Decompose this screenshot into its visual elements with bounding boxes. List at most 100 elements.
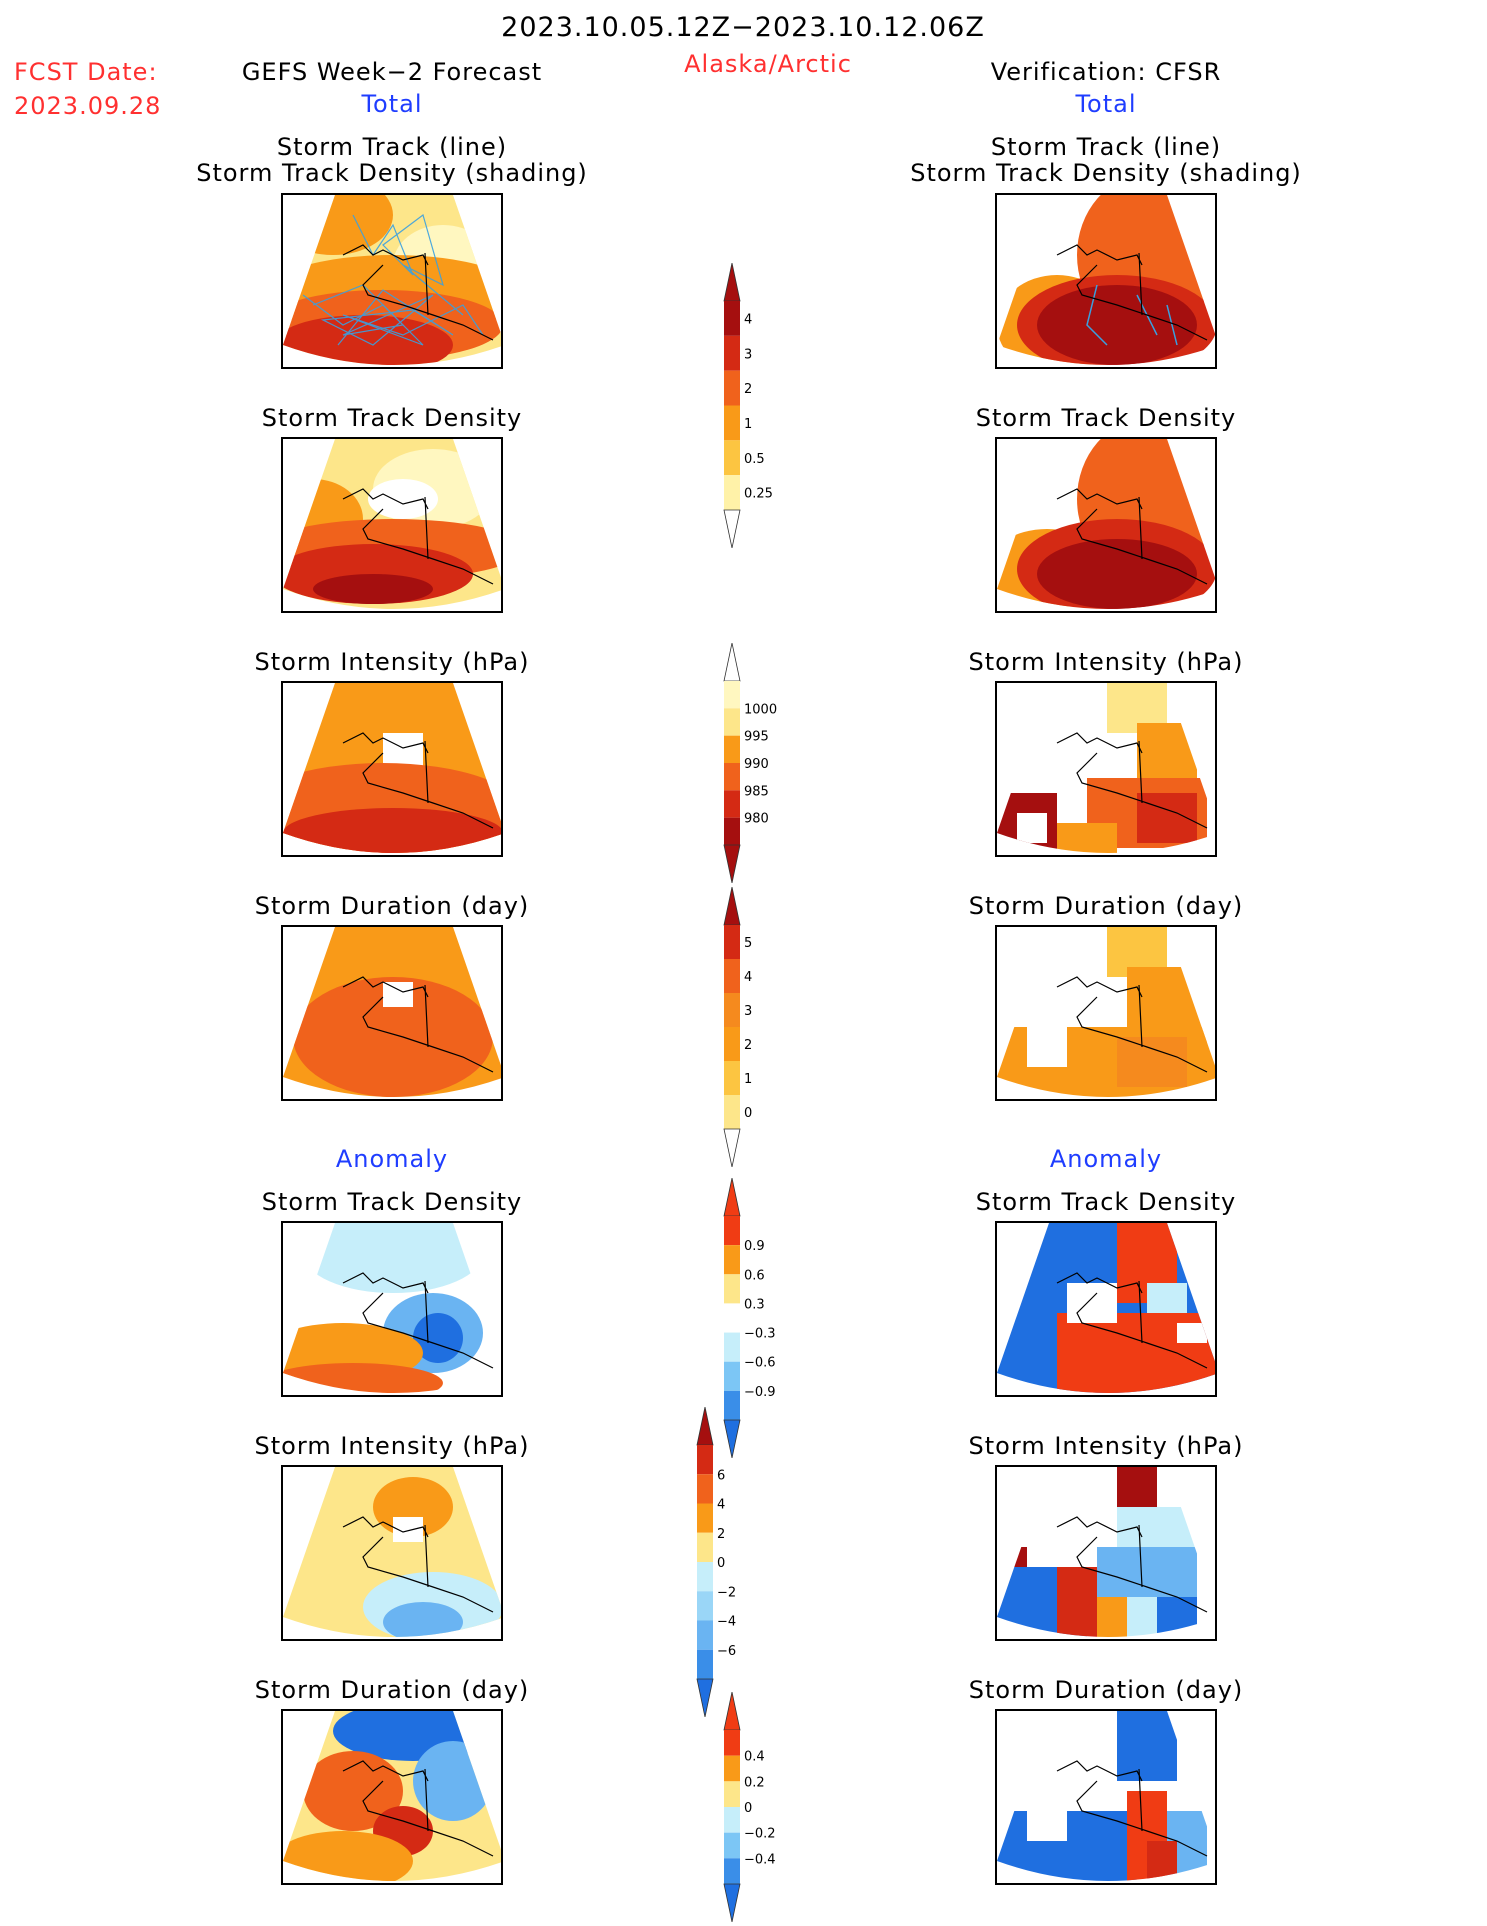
colorbar-segment	[724, 763, 740, 791]
colorbar-bottom-arrow	[723, 1419, 741, 1459]
colorbar-bottom-arrow	[723, 844, 741, 884]
colorbar-top-arrow	[723, 886, 741, 926]
colorbar-segment	[724, 735, 740, 763]
colorbar-segment	[724, 1274, 740, 1304]
colorbar-tick-label: −4	[717, 1615, 736, 1630]
colorbar-tick-label: 0.9	[744, 1239, 765, 1254]
colorbar-segment	[724, 440, 740, 476]
colorbar-tick-label: −6	[717, 1644, 736, 1659]
colorbar-segment	[724, 708, 740, 736]
colorbar-tick-label: −0.9	[744, 1385, 776, 1400]
colorbar-segment	[697, 1474, 713, 1504]
colorbar-total-density: 4 3 2 1 0.5 0.25	[716, 262, 806, 552]
left-anom-duration-title: Storm Duration (day)	[254, 1676, 530, 1704]
colorbar-segment	[724, 370, 740, 406]
colorbar-tick-label: 2	[744, 382, 752, 397]
colorbar-segment	[724, 925, 740, 959]
colorbar-tick-label: 4	[744, 312, 752, 327]
colorbar-anom-density: 0.9 0.6 0.3 −0.3 −0.6 −0.9	[716, 1177, 806, 1462]
colorbar-bottom-arrow	[723, 509, 741, 549]
map-right-total-duration	[995, 925, 1217, 1101]
colorbar-segment	[724, 1095, 740, 1129]
colorbar-tick-label: 0.25	[744, 487, 773, 502]
colorbar-anom-duration: 0.4 0.2 0 −0.2 −0.4	[716, 1691, 806, 1926]
colorbar-tick-label: 1	[744, 1072, 752, 1087]
fcst-date-value: 2023.09.28	[14, 92, 162, 120]
colorbar-top-arrow	[723, 1177, 741, 1217]
right-anom-density-title: Storm Track Density	[975, 1188, 1237, 1216]
colorbar-tick-label: 995	[744, 730, 769, 745]
colorbar-tick-label: 5	[744, 936, 752, 951]
colorbar-segment	[724, 1361, 740, 1391]
colorbar-bottom-arrow	[723, 1128, 741, 1168]
right-duration-title: Storm Duration (day)	[968, 892, 1244, 920]
colorbar-top-arrow	[723, 262, 741, 302]
left-total-label: Total	[361, 90, 423, 118]
colorbar-tick-label: 1000	[744, 702, 777, 717]
left-track-line-title: Storm Track (line)	[276, 133, 508, 161]
colorbar-tick-label: 2	[744, 1038, 752, 1053]
right-track-line-title: Storm Track (line)	[990, 133, 1222, 161]
colorbar-tick-label: 4	[744, 970, 752, 985]
left-column-title: GEFS Week−2 Forecast	[241, 58, 543, 86]
colorbar-segment	[697, 1445, 713, 1475]
colorbar-segment	[724, 1390, 740, 1420]
colorbar-segment	[724, 681, 740, 709]
map-left-anom-intensity	[281, 1465, 503, 1641]
colorbar-tick-label: 0	[744, 1106, 752, 1121]
map-left-total-track	[281, 193, 503, 369]
map-right-anom-duration	[995, 1709, 1217, 1885]
map-right-total-density	[995, 437, 1217, 613]
colorbar-segment	[724, 817, 740, 845]
right-anomaly-label: Anomaly	[1049, 1145, 1163, 1173]
colorbar-anom-intensity: 6 4 2 0 −2 −4 −6	[689, 1406, 779, 1721]
colorbar-tick-label: −0.2	[744, 1827, 776, 1842]
colorbar-tick-label: 0.3	[744, 1297, 765, 1312]
colorbar-tick-label: 6	[717, 1468, 725, 1483]
map-right-total-intensity	[995, 681, 1217, 857]
colorbar-top-arrow	[696, 1406, 714, 1446]
region-title: Alaska/Arctic	[684, 50, 852, 78]
colorbar-segment	[724, 335, 740, 371]
colorbar-bottom-arrow	[696, 1678, 714, 1718]
colorbar-segment	[724, 959, 740, 993]
left-track-density-shading-title: Storm Track Density (shading)	[196, 159, 588, 187]
right-track-density-shading-title: Storm Track Density (shading)	[910, 159, 1302, 187]
colorbar-top-arrow	[723, 1691, 741, 1731]
colorbar-tick-label: 985	[744, 784, 769, 799]
right-intensity-title: Storm Intensity (hPa)	[968, 648, 1244, 676]
map-right-anom-density	[995, 1221, 1217, 1397]
colorbar-segment	[724, 405, 740, 441]
colorbar-segment	[697, 1503, 713, 1533]
colorbar-tick-label: 980	[744, 812, 769, 827]
colorbar-segment	[697, 1649, 713, 1679]
colorbar-tick-label: 0.2	[744, 1775, 765, 1790]
map-left-total-density	[281, 437, 503, 613]
colorbar-tick-label: 3	[744, 1004, 752, 1019]
right-anom-intensity-title: Storm Intensity (hPa)	[968, 1432, 1244, 1460]
right-column-title: Verification: CFSR	[990, 58, 1222, 86]
colorbar-segment	[724, 993, 740, 1027]
colorbar-tick-label: 990	[744, 757, 769, 772]
left-intensity-title: Storm Intensity (hPa)	[254, 648, 530, 676]
colorbar-tick-label: 3	[744, 347, 752, 362]
date-range-title: 2023.10.05.12Z−2023.10.12.06Z	[501, 12, 985, 43]
colorbar-tick-label: 0.4	[744, 1750, 765, 1765]
left-anom-density-title: Storm Track Density	[261, 1188, 523, 1216]
map-left-total-intensity	[281, 681, 503, 857]
colorbar-tick-label: −0.4	[744, 1852, 776, 1867]
colorbar-tick-label: 0.5	[744, 452, 765, 467]
colorbar-tick-label: 0.6	[744, 1268, 765, 1283]
colorbar-segment	[697, 1532, 713, 1562]
map-right-total-track	[995, 193, 1217, 369]
map-left-anom-density	[281, 1221, 503, 1397]
colorbar-segment	[697, 1620, 713, 1650]
colorbar-segment	[697, 1591, 713, 1621]
colorbar-tick-label: −0.6	[744, 1356, 776, 1371]
left-duration-title: Storm Duration (day)	[254, 892, 530, 920]
map-right-anom-intensity	[995, 1465, 1217, 1641]
colorbar-tick-label: −2	[717, 1585, 736, 1600]
colorbar-segment	[724, 1755, 740, 1782]
colorbar-total-duration: 5 4 3 2 1 0	[716, 886, 806, 1171]
colorbar-tick-label: 0	[717, 1556, 725, 1571]
